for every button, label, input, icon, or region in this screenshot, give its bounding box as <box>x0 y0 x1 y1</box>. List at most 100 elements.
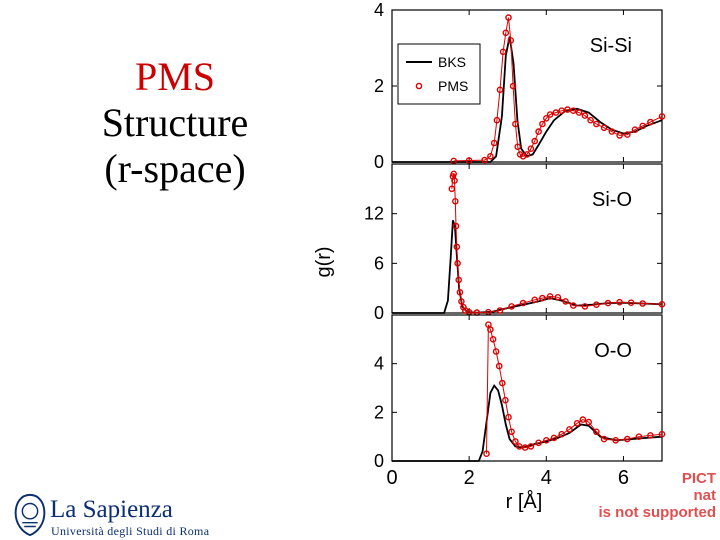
pms-data-point <box>496 86 504 94</box>
pms-data-point <box>587 116 594 124</box>
x-tick-label: 4 <box>541 467 552 489</box>
pms-data-point <box>658 300 666 308</box>
pms-data-point <box>508 428 515 436</box>
y-axis-title: g(r) <box>313 246 335 277</box>
pms-data-point <box>502 396 509 404</box>
pms-data-point <box>558 430 566 438</box>
y-tick-label: 0 <box>374 451 384 471</box>
bks-series-line <box>392 36 663 163</box>
panel-frame <box>391 163 663 314</box>
bks-series-line <box>392 220 663 314</box>
pms-data-point <box>581 303 589 310</box>
pms-data-point <box>456 288 464 296</box>
pms-data-point <box>535 439 542 447</box>
legend-pms-swatch <box>415 82 423 90</box>
university-subtitle: Università degli Studi di Roma <box>51 524 210 538</box>
pms-data-point <box>585 418 593 426</box>
pms-data-point <box>527 145 535 152</box>
pms-series-line <box>486 324 663 454</box>
pms-data-point <box>512 120 519 128</box>
pms-data-point <box>516 443 523 450</box>
pms-data-point <box>521 444 529 451</box>
pms-data-point <box>451 177 458 184</box>
pms-data-point <box>539 120 546 128</box>
pms-data-point <box>600 124 608 132</box>
pms-data-point <box>508 303 515 310</box>
pms-data-point <box>512 438 519 445</box>
pms-data-point <box>579 416 587 423</box>
pms-data-point <box>550 434 558 442</box>
pict-line2: nat <box>693 487 717 504</box>
pms-data-point <box>573 419 581 427</box>
pms-data-point <box>616 132 623 139</box>
pms-data-point <box>507 37 515 44</box>
pms-data-point <box>600 435 608 443</box>
pms-data-point <box>502 29 510 37</box>
pms-data-point <box>523 151 531 158</box>
slide-title-line1: PMS <box>134 54 216 99</box>
pict-line1: PICT <box>681 470 716 487</box>
pms-data-point <box>487 152 494 160</box>
pms-data-point <box>451 197 459 205</box>
pms-data-point <box>505 413 512 421</box>
pms-data-point <box>481 156 488 164</box>
panel-label: O-O <box>594 340 632 362</box>
pms-data-point <box>647 118 654 126</box>
pms-data-point <box>552 109 560 116</box>
pict-unsupported-placeholder: PICT nat is not supported <box>548 470 720 521</box>
pms-data-point <box>593 301 600 309</box>
pms-data-point <box>531 296 539 304</box>
pms-data-point <box>558 107 566 114</box>
pms-data-point <box>612 436 620 444</box>
x-tick-label: 0 <box>386 467 397 489</box>
pms-data-point <box>635 433 643 441</box>
pms-data-point <box>531 137 539 145</box>
pms-data-point <box>492 348 500 355</box>
x-tick-label: 6 <box>618 467 629 489</box>
pms-data-point <box>570 302 577 309</box>
pms-data-point <box>593 428 600 436</box>
panel-label: Si-O <box>592 189 632 211</box>
pms-data-point <box>509 82 517 90</box>
y-tick-label: 4 <box>374 354 384 374</box>
pms-data-point <box>519 299 527 307</box>
x-tick-label: 2 <box>464 467 475 489</box>
y-tick-label: 2 <box>374 76 384 96</box>
pms-data-point <box>631 126 639 133</box>
pms-data-point <box>539 294 546 302</box>
panel-frame <box>391 314 663 462</box>
legend-label-bks: BKS <box>438 54 466 70</box>
pms-data-point <box>458 298 465 305</box>
pms-data-point <box>554 293 562 301</box>
pms-data-point <box>608 128 616 135</box>
y-tick-label: 12 <box>364 204 384 224</box>
university-name: La Sapienza <box>50 496 173 523</box>
legend-label-pms: PMS <box>438 78 468 94</box>
pms-data-point <box>514 143 522 151</box>
legend-box <box>397 43 481 105</box>
pms-data-point <box>495 362 503 370</box>
pms-data-point <box>546 293 554 300</box>
pms-data-point <box>505 14 512 21</box>
pms-data-point <box>543 115 550 122</box>
pms-data-point <box>564 106 571 113</box>
pms-data-point <box>490 139 498 147</box>
pms-data-point <box>566 426 573 433</box>
y-tick-label: 6 <box>374 253 384 273</box>
pms-data-point <box>535 128 542 135</box>
pms-data-point <box>450 170 458 178</box>
panel-label: Si-Si <box>590 35 632 57</box>
pms-data-point <box>496 307 504 314</box>
pms-data-point <box>575 109 583 116</box>
pms-data-point <box>527 443 535 450</box>
pms-data-point <box>455 276 463 284</box>
pms-data-point <box>483 450 490 458</box>
pms-data-point <box>498 379 506 387</box>
pms-data-point <box>593 120 600 128</box>
y-tick-label: 0 <box>374 303 384 323</box>
pms-data-point <box>639 122 647 130</box>
pms-data-point <box>499 48 507 56</box>
pms-data-point <box>543 436 550 444</box>
pms-data-point <box>627 299 635 307</box>
